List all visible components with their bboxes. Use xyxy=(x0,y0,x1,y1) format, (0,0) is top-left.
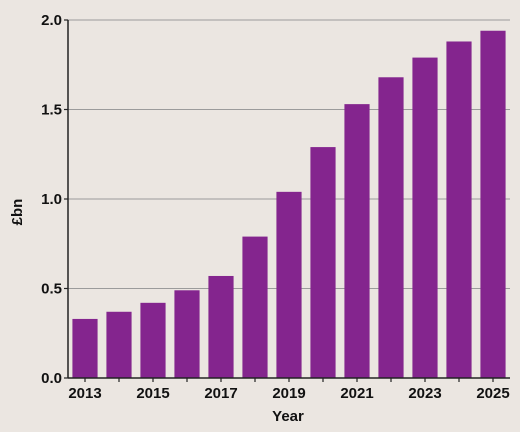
bar-2017 xyxy=(208,275,234,378)
x-tick-label: 2021 xyxy=(340,385,373,402)
bar-2016 xyxy=(174,290,200,378)
x-tick-label: 2019 xyxy=(272,385,305,402)
bar-2022 xyxy=(378,77,404,378)
bar-2024 xyxy=(446,41,472,378)
bar-2014 xyxy=(106,311,132,378)
x-tick-label: 2023 xyxy=(408,385,441,402)
bar-2019 xyxy=(276,191,302,378)
y-tick-label: 1.5 xyxy=(41,102,62,119)
bar-2013 xyxy=(72,318,98,378)
x-tick-label: 2015 xyxy=(136,385,169,402)
x-axis-title: Year xyxy=(272,408,304,425)
bar-2021 xyxy=(344,104,370,378)
x-tick-label: 2017 xyxy=(204,385,237,402)
x-tick-label: 2013 xyxy=(68,385,101,402)
y-tick-label: 1.0 xyxy=(41,191,62,208)
x-tick-labels: 2013 2015 2017 2019 2021 2023 2025 xyxy=(68,385,509,402)
y-tick-label: 2.0 xyxy=(41,12,62,29)
bars xyxy=(72,30,506,379)
y-tick-label: 0.0 xyxy=(41,370,62,387)
bar-2015 xyxy=(140,302,166,378)
bar-2018 xyxy=(242,236,268,378)
x-tick-label: 2025 xyxy=(476,385,509,402)
y-axis-title: £bn xyxy=(9,199,26,226)
axes xyxy=(67,20,510,379)
bar-2020 xyxy=(310,147,336,378)
y-tick-label: 0.5 xyxy=(41,281,62,298)
bar-2023 xyxy=(412,57,438,379)
y-tick-labels: 0.0 0.5 1.0 1.5 2.0 xyxy=(41,12,62,387)
bar-2025 xyxy=(480,30,506,379)
